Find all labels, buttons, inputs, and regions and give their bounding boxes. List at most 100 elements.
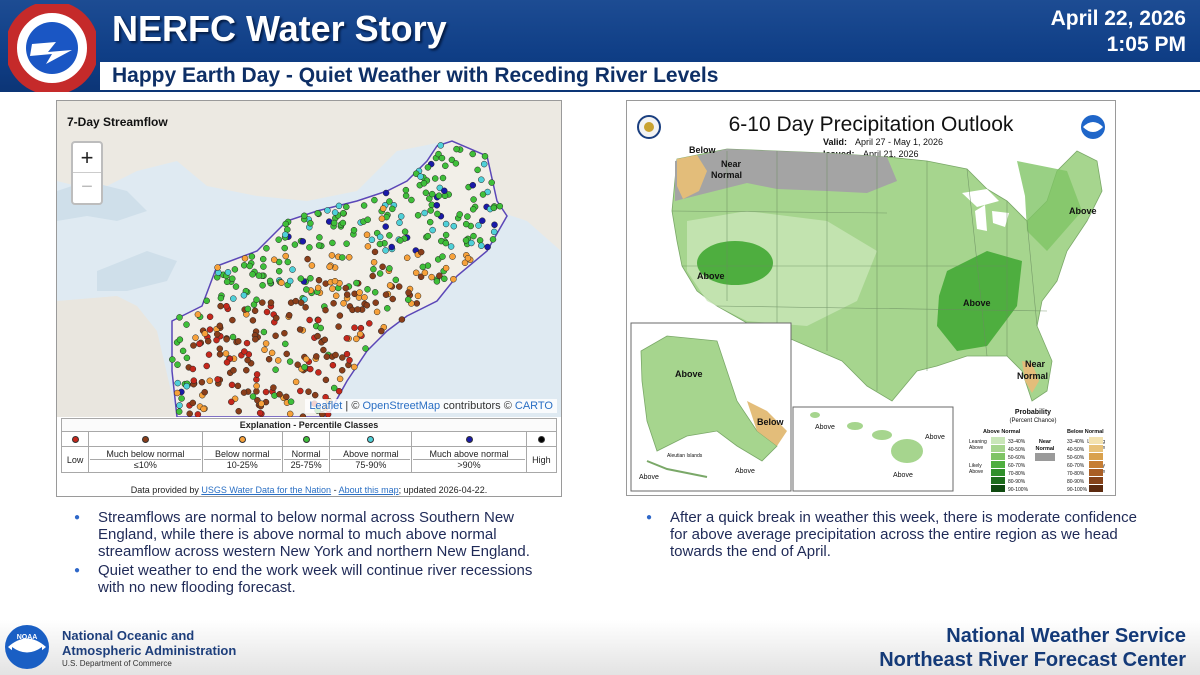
streamgage-dot bbox=[301, 363, 308, 371]
streamgage-dot bbox=[371, 248, 379, 256]
streamgage-dot bbox=[478, 176, 485, 183]
streamflow-map-panel: 7-Day Streamflow + − Leaflet | © OpenStr… bbox=[56, 100, 562, 497]
streamgage-dot bbox=[351, 324, 358, 331]
streamgage-dot bbox=[192, 334, 199, 341]
zoom-in-button[interactable]: + bbox=[73, 143, 101, 173]
streamgage-dot bbox=[278, 279, 285, 286]
legend-above-range: 33-40% bbox=[1008, 439, 1026, 445]
streamgage-dot bbox=[331, 277, 339, 285]
about-map-link[interactable]: About this map bbox=[338, 485, 399, 495]
streamgage-dot bbox=[175, 408, 183, 415]
streamgage-dot bbox=[475, 222, 482, 229]
streamgage-dot bbox=[189, 365, 197, 373]
streamgage-dot bbox=[315, 369, 322, 376]
legend-below-range: 70-80% bbox=[1067, 471, 1085, 477]
streamgage-dot bbox=[350, 226, 358, 234]
leaflet-link[interactable]: Leaflet bbox=[309, 400, 343, 412]
streamgage-dot bbox=[490, 228, 498, 236]
streamflow-map[interactable] bbox=[57, 101, 561, 417]
streamgage-dot bbox=[190, 377, 198, 384]
streamgage-dot bbox=[428, 273, 435, 281]
legend-label-cell: High bbox=[525, 446, 558, 473]
legend-class-range: >90% bbox=[413, 459, 525, 470]
label-hawaii-above1: Above bbox=[815, 424, 835, 431]
streamgage-dot bbox=[402, 192, 410, 199]
streamgage-dot bbox=[426, 195, 433, 202]
legend-class-label: Much below normal bbox=[106, 449, 185, 459]
streamgage-dot bbox=[372, 299, 379, 306]
streamgage-dot bbox=[340, 300, 347, 307]
streamgage-dot bbox=[476, 237, 484, 244]
page-subtitle: Happy Earth Day - Quiet Weather with Rec… bbox=[112, 64, 719, 87]
streamgage-dot bbox=[323, 353, 331, 360]
streamgage-dot bbox=[420, 180, 428, 187]
streamgage-dot bbox=[307, 365, 314, 373]
legend-below-range: 80-90% bbox=[1067, 479, 1085, 485]
bullet-streamflow-1: Streamflows are normal to below normal a… bbox=[68, 509, 538, 560]
streamgage-dot bbox=[203, 362, 210, 370]
usgs-link[interactable]: USGS Water Data for the Nation bbox=[201, 485, 332, 495]
streamgage-dot bbox=[343, 203, 350, 211]
streamgage-dot bbox=[266, 277, 274, 285]
legend-below-range: 90-100% bbox=[1067, 487, 1088, 493]
streamgage-dot bbox=[330, 384, 338, 392]
streamgage-dot bbox=[370, 259, 378, 266]
streamgage-dot bbox=[439, 253, 446, 260]
legend-label-cell: Low bbox=[60, 446, 90, 473]
legend-label-cell: Much above normal >90% bbox=[411, 446, 527, 473]
streamgage-dot bbox=[339, 354, 346, 361]
streamgage-dot bbox=[223, 359, 231, 366]
legend-below-range: 33-40% bbox=[1067, 439, 1085, 445]
streamgage-dot bbox=[364, 286, 371, 293]
streamgage-dot bbox=[379, 205, 387, 212]
streamgage-dot bbox=[224, 269, 232, 276]
noaa-name: National Oceanic and Atmospheric Adminis… bbox=[62, 628, 236, 658]
streamgage-dot bbox=[292, 297, 300, 305]
streamgage-dot bbox=[302, 355, 310, 363]
zoom-out-button[interactable]: − bbox=[81, 176, 93, 198]
streamgage-dot bbox=[282, 340, 289, 348]
legend-dot-cell bbox=[201, 431, 283, 447]
legend-below-swatch bbox=[1089, 445, 1103, 452]
legend-below-swatch bbox=[1089, 461, 1103, 468]
streamgage-dot bbox=[317, 324, 324, 332]
streamgage-dot bbox=[442, 264, 450, 272]
footer-bar bbox=[0, 620, 1200, 675]
label-normal-fl: Normal bbox=[1017, 371, 1048, 381]
streamgage-dot bbox=[376, 240, 384, 248]
streamgage-dot bbox=[330, 219, 338, 227]
streamgage-dot bbox=[229, 316, 236, 324]
streamgage-dot bbox=[258, 400, 265, 407]
streamgage-dot bbox=[364, 243, 372, 250]
streamgage-dot bbox=[178, 395, 185, 402]
streamgage-dot bbox=[176, 314, 183, 321]
streamgage-dot bbox=[232, 283, 240, 290]
streamgage-dot bbox=[265, 355, 273, 363]
streamgage-dot bbox=[259, 299, 266, 306]
streamgage-dot bbox=[452, 160, 460, 167]
streamgage-dot bbox=[362, 345, 369, 352]
streamgage-dot bbox=[179, 347, 187, 355]
streamgage-dot bbox=[296, 326, 304, 333]
svg-text:NOAA: NOAA bbox=[17, 634, 38, 641]
streamgage-dot bbox=[251, 307, 259, 315]
header-time: 1:05 PM bbox=[1106, 33, 1186, 56]
legend-above-swatch bbox=[991, 485, 1005, 492]
streamgage-dot bbox=[299, 413, 307, 417]
streamgage-dot bbox=[364, 216, 371, 223]
streamgage-dot bbox=[303, 286, 310, 293]
streamgage-dot bbox=[427, 207, 434, 214]
legend-below-header: Below Normal bbox=[1067, 429, 1104, 435]
legend-below-swatch bbox=[1089, 469, 1103, 476]
streamgage-dot bbox=[217, 302, 224, 310]
streamgage-dot bbox=[234, 382, 242, 390]
streamgage-dot bbox=[396, 219, 403, 226]
legend-above-range: 80-90% bbox=[1008, 479, 1026, 485]
carto-link[interactable]: CARTO bbox=[514, 400, 553, 412]
streamgage-dot bbox=[314, 210, 321, 217]
streamgage-dot bbox=[363, 302, 371, 309]
streamgage-dot bbox=[469, 150, 476, 158]
osm-link[interactable]: OpenStreetMap bbox=[362, 400, 441, 412]
legend-above-range: 90-100% bbox=[1008, 487, 1029, 493]
streamgage-dot bbox=[201, 388, 208, 396]
